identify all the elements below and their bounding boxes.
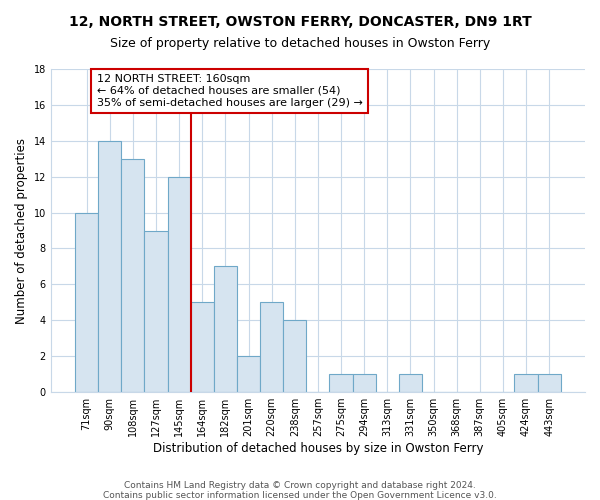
Bar — [399, 374, 422, 392]
Bar — [214, 266, 237, 392]
Bar — [237, 356, 260, 392]
Bar — [121, 158, 145, 392]
Text: Size of property relative to detached houses in Owston Ferry: Size of property relative to detached ho… — [110, 38, 490, 51]
Text: Contains HM Land Registry data © Crown copyright and database right 2024.: Contains HM Land Registry data © Crown c… — [124, 481, 476, 490]
Bar — [538, 374, 561, 392]
Text: Contains public sector information licensed under the Open Government Licence v3: Contains public sector information licen… — [103, 491, 497, 500]
Bar — [167, 176, 191, 392]
Bar — [260, 302, 283, 392]
Bar — [329, 374, 353, 392]
Bar — [283, 320, 307, 392]
Bar — [353, 374, 376, 392]
Bar — [514, 374, 538, 392]
Text: 12, NORTH STREET, OWSTON FERRY, DONCASTER, DN9 1RT: 12, NORTH STREET, OWSTON FERRY, DONCASTE… — [68, 15, 532, 29]
Bar — [75, 212, 98, 392]
Bar — [191, 302, 214, 392]
Bar — [145, 230, 167, 392]
Bar — [98, 141, 121, 392]
Text: 12 NORTH STREET: 160sqm
← 64% of detached houses are smaller (54)
35% of semi-de: 12 NORTH STREET: 160sqm ← 64% of detache… — [97, 74, 363, 108]
X-axis label: Distribution of detached houses by size in Owston Ferry: Distribution of detached houses by size … — [152, 442, 483, 455]
Y-axis label: Number of detached properties: Number of detached properties — [15, 138, 28, 324]
